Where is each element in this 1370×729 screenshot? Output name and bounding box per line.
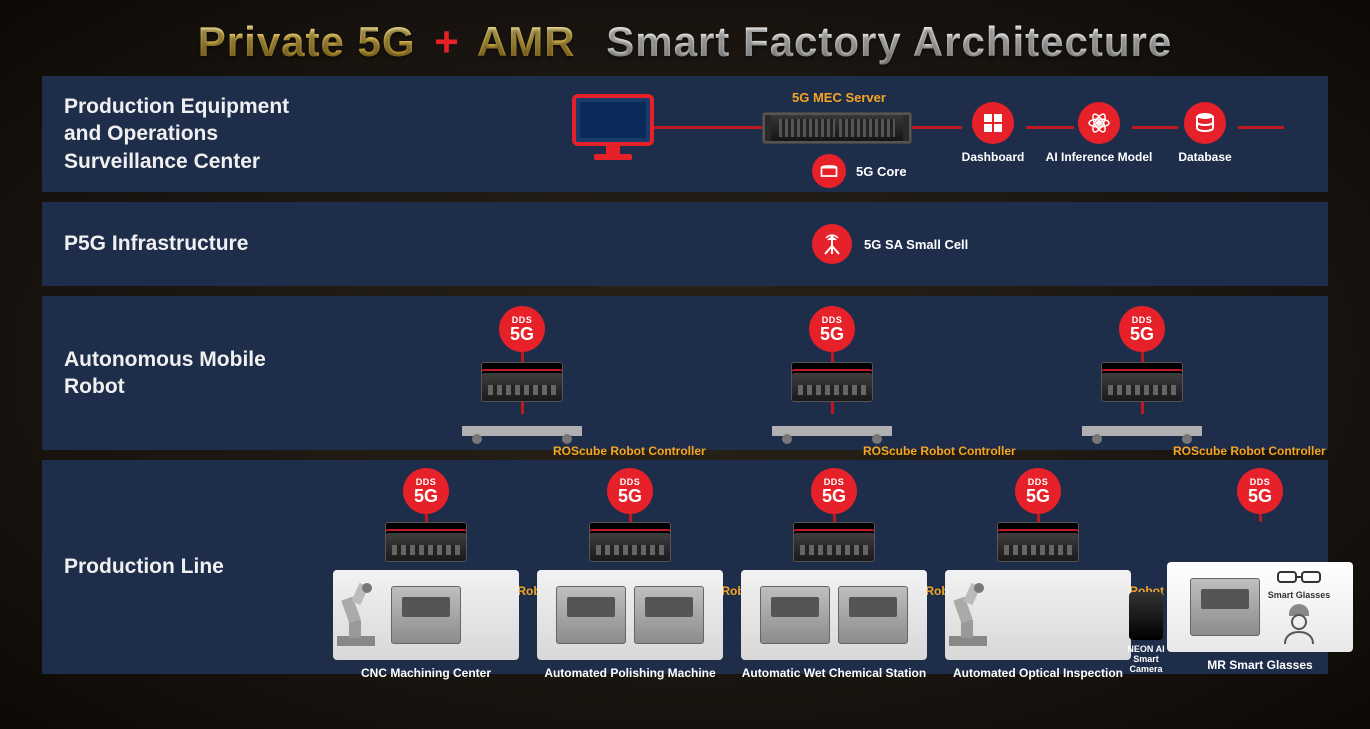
connector-line xyxy=(1238,126,1284,129)
dds-5g-badge: DDS 5G xyxy=(1119,306,1165,352)
wetchem-machine xyxy=(838,586,908,644)
connector-line xyxy=(521,352,524,362)
station-label: MR Smart Glasses xyxy=(1207,658,1312,672)
connector-line xyxy=(831,352,834,362)
row-label: Production Line xyxy=(42,553,332,580)
row-label: Production Equipment and Operations Surv… xyxy=(42,93,332,175)
title-plus: + xyxy=(434,18,460,65)
connector-line xyxy=(521,402,524,414)
row-production-line: Production Line DDS5G ROScube Robot Cont… xyxy=(42,460,1328,674)
amr-unit: DDS 5G ROScube Robot Controller xyxy=(1042,296,1242,436)
dashboard-label: Dashboard xyxy=(962,150,1025,164)
small-cell-label: 5G SA Small Cell xyxy=(864,237,968,252)
amr-unit: DDS 5G ROScube Robot Controller xyxy=(732,296,932,436)
core-icon xyxy=(812,154,846,188)
dds-5g-badge: DDS5G xyxy=(403,468,449,514)
roscube-controller xyxy=(481,362,563,402)
controller-label: ROScube Robot Controller xyxy=(553,444,663,458)
machine-group: Smart Glasses xyxy=(1167,562,1353,652)
connector-line xyxy=(1141,402,1144,414)
polishing-machine xyxy=(634,586,704,644)
ai-label: AI Inference Model xyxy=(1046,150,1153,164)
robot-arm-icon xyxy=(939,580,999,650)
dds-5g-badge: DDS 5G xyxy=(809,306,855,352)
roscube-controller xyxy=(997,522,1079,562)
database-node: Database xyxy=(1169,102,1241,164)
connector-line xyxy=(1141,352,1144,362)
neon-camera xyxy=(1129,592,1163,640)
station-label: CNC Machining Center xyxy=(361,666,491,680)
title-part-3: Smart Factory Architecture xyxy=(606,18,1172,65)
ai-icon xyxy=(1078,102,1120,144)
station-aoi: DDS5G ROScube Robot Controller NEON AI S… xyxy=(938,460,1138,680)
cnc-machine xyxy=(1190,578,1260,636)
station-polishing: DDS5G ROScube Robot Controller Automated… xyxy=(530,460,730,680)
roscube-controller xyxy=(791,362,873,402)
core-label: 5G Core xyxy=(856,164,907,179)
connector-line xyxy=(425,514,428,522)
smart-glasses-icon xyxy=(1276,568,1322,586)
core-node: 5G Core xyxy=(812,154,907,188)
small-cell-node: 5G SA Small Cell xyxy=(812,224,968,264)
row-p5g: P5G Infrastructure 5G SA Small Cell xyxy=(42,202,1328,286)
dds-5g-badge: DDS5G xyxy=(607,468,653,514)
database-icon xyxy=(1184,102,1226,144)
connector-line xyxy=(1259,514,1262,522)
station-label: Automatic Wet Chemical Station xyxy=(742,666,926,680)
dds-5g-badge: DDS 5G xyxy=(499,306,545,352)
connector-line xyxy=(833,514,836,522)
smart-glasses-label: Smart Glasses xyxy=(1268,590,1331,600)
station-label: Automated Polishing Machine xyxy=(544,666,715,680)
machine-group xyxy=(537,570,723,660)
dashboard-node: Dashboard xyxy=(957,102,1029,164)
mec-server xyxy=(762,112,912,144)
worker-icon xyxy=(1279,604,1319,646)
roscube-controller xyxy=(385,522,467,562)
amr-cart xyxy=(772,426,892,436)
robot-arm-icon xyxy=(327,580,387,650)
amr-unit: DDS 5G ROScube Robot Controller xyxy=(422,296,622,436)
row-label: P5G Infrastructure xyxy=(42,230,332,257)
connector-line xyxy=(654,126,762,129)
machine-group xyxy=(741,570,927,660)
row-amr: Autonomous Mobile Robot DDS 5G ROScube R… xyxy=(42,296,1328,450)
ai-node: AI Inference Model xyxy=(1063,102,1135,164)
roscube-controller xyxy=(1101,362,1183,402)
dds-5g-badge: DDS5G xyxy=(811,468,857,514)
polishing-machine xyxy=(556,586,626,644)
database-label: Database xyxy=(1178,150,1231,164)
dds-5g-badge: DDS5G xyxy=(1237,468,1283,514)
wetchem-machine xyxy=(760,586,830,644)
connector-line xyxy=(831,402,834,414)
amr-cart xyxy=(462,426,582,436)
connector-line xyxy=(912,126,962,129)
connector-line xyxy=(629,514,632,522)
dashboard-icon xyxy=(972,102,1014,144)
station-mr-glasses: DDS5G Smart Glasses MR Smart Glasses xyxy=(1160,460,1360,672)
machine-group xyxy=(945,570,1131,660)
machine-group xyxy=(333,570,519,660)
row-label: Autonomous Mobile Robot xyxy=(42,346,332,401)
title-part-1: Private 5G xyxy=(198,18,416,65)
roscube-controller xyxy=(793,522,875,562)
controller-label: ROScube Robot Controller xyxy=(1173,444,1283,458)
cnc-machine xyxy=(391,586,461,644)
connector-line xyxy=(1037,514,1040,522)
station-label: Automated Optical Inspection xyxy=(953,666,1123,680)
amr-cart xyxy=(1082,426,1202,436)
monitor-icon xyxy=(572,94,654,164)
controller-label: ROScube Robot Controller xyxy=(863,444,973,458)
page-title: Private 5G + AMR Smart Factory Architect… xyxy=(0,0,1370,76)
station-wetchem: DDS5G ROScube Robot Controller Automatic… xyxy=(734,460,934,680)
mec-server-label: 5G MEC Server xyxy=(792,90,886,105)
dds-5g-badge: DDS5G xyxy=(1015,468,1061,514)
row-surveillance: Production Equipment and Operations Surv… xyxy=(42,76,1328,192)
station-cnc: DDS5G ROScube Robot Controller CNC Machi… xyxy=(326,460,526,680)
antenna-icon xyxy=(812,224,852,264)
worker-with-glasses: Smart Glasses xyxy=(1268,568,1331,646)
roscube-controller xyxy=(589,522,671,562)
title-part-2: AMR xyxy=(477,18,576,65)
